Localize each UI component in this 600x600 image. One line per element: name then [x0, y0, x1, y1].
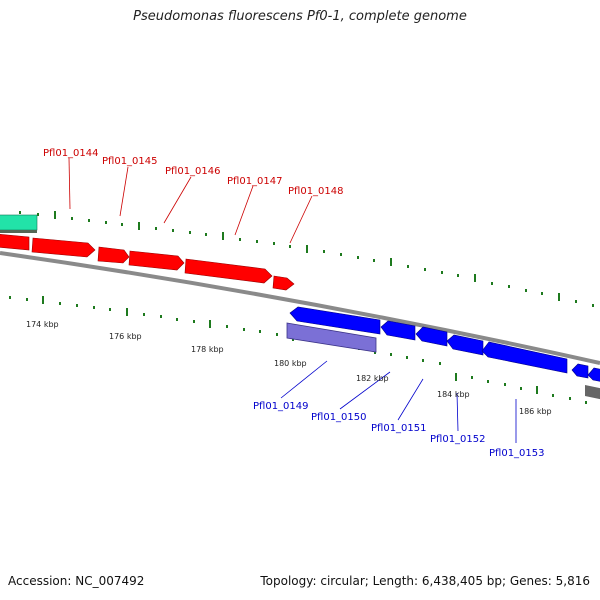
gene-label-pfl01-0145[interactable]: Pfl01_0145	[102, 156, 158, 167]
rna-feature[interactable]	[0, 214, 38, 231]
gene-label-pfl01-0148[interactable]: Pfl01_0148	[288, 186, 344, 197]
gene-label-pfl01-0152[interactable]: Pfl01_0152	[430, 434, 486, 445]
gene-arrow-pfl01-0151[interactable]	[415, 326, 448, 347]
topology-text: Topology: circular; Length: 6,438,405 bp…	[260, 574, 590, 588]
gene-arrow-pfl01-0155[interactable]	[587, 367, 600, 382]
reverse-genes	[289, 306, 600, 382]
gene-label-pfl01-0150[interactable]: Pfl01_0150	[311, 412, 367, 423]
gene-label-pfl01-0147[interactable]: Pfl01_0147	[227, 176, 283, 187]
gene-label-pfl01-0153[interactable]: Pfl01_0153	[489, 448, 545, 459]
gene-arrow-pfl01-0147[interactable]	[184, 258, 273, 284]
forward-tick-ring	[19, 211, 594, 307]
scale-label-178: 178 kbp	[191, 345, 224, 354]
gene-arrow-pfl01-0152[interactable]	[446, 334, 484, 356]
genome-backbone	[0, 251, 600, 365]
scale-label-182: 182 kbp	[356, 374, 389, 383]
gene-arrow-pfl01-0154[interactable]	[571, 363, 589, 379]
other-feature[interactable]	[585, 385, 600, 400]
gene-arrow-pfl01-0146[interactable]	[128, 250, 185, 271]
rna-feature-shadow	[0, 230, 37, 233]
forward-genes	[0, 234, 295, 291]
scale-label-184: 184 kbp	[437, 390, 470, 399]
gene-label-pfl01-0146[interactable]: Pfl01_0146	[165, 166, 221, 177]
selected-feature[interactable]	[286, 322, 377, 353]
gene-label-pfl01-0149[interactable]: Pfl01_0149	[253, 401, 309, 412]
forward-label-leaders	[68, 157, 313, 244]
gene-arrow-pfl01-0150[interactable]	[380, 320, 416, 341]
gene-label-pfl01-0144[interactable]: Pfl01_0144	[43, 148, 99, 159]
gene-arrow-pfl01-0149[interactable]	[289, 306, 381, 335]
scale-label-176: 176 kbp	[109, 332, 142, 341]
scale-label-186: 186 kbp	[519, 407, 552, 416]
map-title: Pseudomonas fluorescens Pf0-1, complete …	[133, 9, 467, 24]
gene-label-pfl01-0151[interactable]: Pfl01_0151	[371, 423, 427, 434]
gene-arrow-pfl01-0143[interactable]	[0, 234, 30, 251]
gene-arrow-pfl01-0153[interactable]	[481, 341, 568, 374]
scale-label-180: 180 kbp	[274, 359, 307, 368]
scale-label-174: 174 kbp	[26, 320, 59, 329]
gene-arrow-pfl01-0144[interactable]	[31, 237, 96, 258]
accession-text: Accession: NC_007492	[8, 574, 145, 588]
gene-arrow-pfl01-0148[interactable]	[272, 275, 295, 291]
gene-arrow-pfl01-0145[interactable]	[97, 246, 130, 264]
reverse-label-leaders	[280, 360, 517, 443]
